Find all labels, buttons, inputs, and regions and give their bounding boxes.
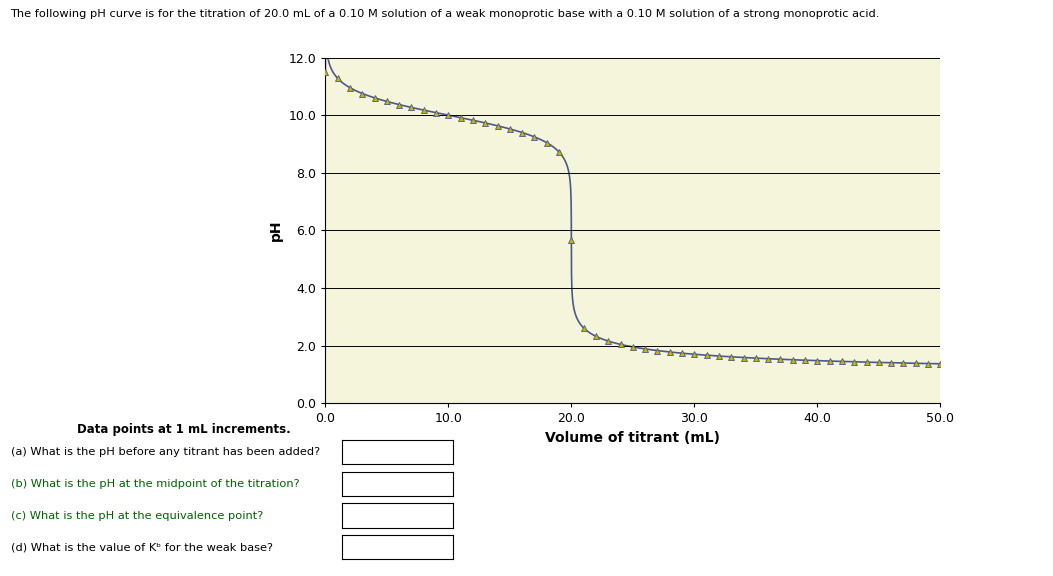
Text: (d) What is the value of Kᵇ for the weak base?: (d) What is the value of Kᵇ for the weak… [11,542,273,552]
Text: Data points at 1 mL increments.: Data points at 1 mL increments. [78,423,291,437]
X-axis label: Volume of titrant (mL): Volume of titrant (mL) [545,431,720,445]
Text: (b) What is the pH at the midpoint of the titration?: (b) What is the pH at the midpoint of th… [11,479,299,489]
Text: (a) What is the pH before any titrant has been added?: (a) What is the pH before any titrant ha… [11,447,320,457]
Y-axis label: pH: pH [269,219,283,241]
Text: The following pH curve is for the titration of 20.0 mL of a 0.10 M solution of a: The following pH curve is for the titrat… [11,9,880,18]
Text: (c) What is the pH at the equivalence point?: (c) What is the pH at the equivalence po… [11,510,263,521]
